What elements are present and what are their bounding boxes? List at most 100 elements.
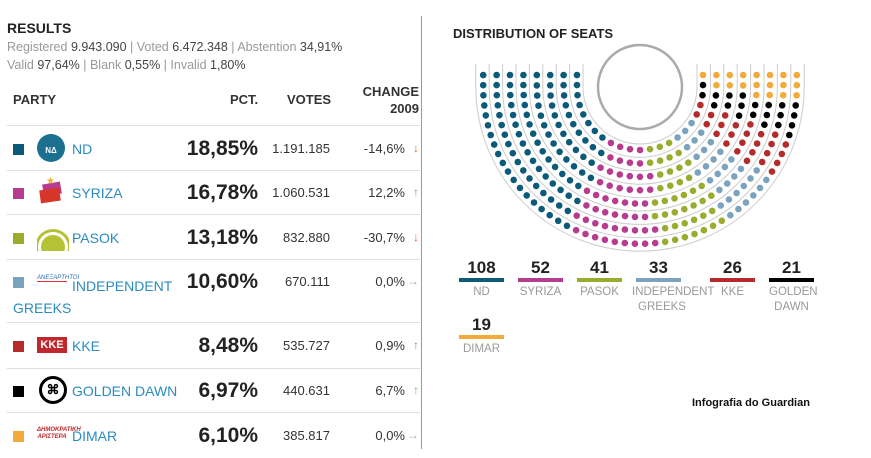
party-votes: 670.111 xyxy=(284,274,330,289)
seat-dot xyxy=(533,71,541,79)
seat-dot xyxy=(724,102,732,109)
seat-dot xyxy=(626,159,634,166)
party-name[interactable]: PASOK xyxy=(72,229,120,246)
seat-dot xyxy=(549,180,557,187)
seat-dot xyxy=(771,131,779,138)
seat-dot xyxy=(574,91,581,99)
golden-dawn-logo: ⌘ xyxy=(37,376,67,406)
trend-up-icon: ↑ xyxy=(413,185,419,199)
party-name[interactable]: GOLDEN DAWN xyxy=(72,383,178,399)
seat-dot xyxy=(699,81,707,89)
party-change: 6,7% xyxy=(375,383,405,398)
seat-dot xyxy=(661,238,669,246)
turnout-stats: Registered 9.943.090 | Voted 6.472.348 |… xyxy=(7,40,343,54)
party-change: 0,0% xyxy=(375,274,405,289)
party-name[interactable]: KKE xyxy=(72,338,101,354)
valid-value: 97,64% xyxy=(37,58,80,72)
party-change: -30,7% xyxy=(363,229,405,245)
party-color-bar xyxy=(577,278,622,282)
party-change: 0,0% xyxy=(375,427,405,443)
seat-dot xyxy=(575,182,582,190)
seat-dot xyxy=(641,240,649,247)
seat-dot xyxy=(583,202,590,209)
seat-dot xyxy=(611,224,619,232)
registered-label: Registered xyxy=(7,40,68,54)
party-name[interactable]: SYRIZA xyxy=(72,185,123,201)
seat-dot xyxy=(572,146,580,154)
seat-dot xyxy=(743,130,751,137)
seat-dot xyxy=(656,157,664,164)
party-name[interactable]: ND xyxy=(72,140,93,157)
seat-dot xyxy=(582,137,589,144)
nd-logo: ΝΔ xyxy=(37,133,67,164)
trend-up-icon: ↑ xyxy=(413,338,419,352)
seat-dot xyxy=(641,200,649,207)
party-color-swatch xyxy=(13,143,24,155)
seat-dot xyxy=(713,130,720,138)
seat-dot xyxy=(792,102,799,109)
seat-dot xyxy=(560,130,567,138)
seat-dot xyxy=(563,222,571,230)
seat-dot xyxy=(535,102,542,109)
header-change: CHANGE 2009 xyxy=(363,83,419,117)
row-guide-arc xyxy=(528,64,752,199)
seat-dot xyxy=(708,207,716,215)
party-name[interactable]: INDEPENDENT GREEKS xyxy=(13,278,173,316)
seat-dot xyxy=(631,227,639,234)
seat-dot xyxy=(565,192,572,199)
party-change: -14,6% xyxy=(363,140,405,156)
seat-dot xyxy=(691,137,698,144)
seat-dot xyxy=(592,205,599,213)
seat-party-label: PASOK xyxy=(580,286,619,298)
seat-dot xyxy=(611,197,619,205)
party-color-swatch xyxy=(13,232,24,244)
seat-dot xyxy=(554,217,562,225)
seat-dot xyxy=(712,92,720,99)
seat-dot xyxy=(611,211,619,218)
seat-dot xyxy=(636,186,644,194)
seat-dot xyxy=(535,165,543,173)
seat-dot xyxy=(753,81,760,89)
seat-dot xyxy=(504,168,512,175)
seat-dot xyxy=(533,82,541,89)
seat-dot xyxy=(646,172,654,180)
seat-party-label: GOLDEN DAWN xyxy=(769,286,818,313)
seat-dot xyxy=(602,195,609,202)
seat-dot xyxy=(562,102,570,109)
seat-party-label: SYRIZA xyxy=(519,286,562,298)
seat-dot xyxy=(570,120,577,128)
seat-dot xyxy=(685,174,693,182)
party-change: 12,2% xyxy=(368,185,405,200)
seat-dot xyxy=(676,164,683,171)
seat-dot xyxy=(747,175,754,182)
seat-dot xyxy=(573,81,581,89)
seat-dot xyxy=(524,149,531,156)
seat-dot xyxy=(737,165,745,173)
party-name[interactable]: DIMAR xyxy=(72,427,118,444)
seat-dot xyxy=(546,71,554,79)
seat-dot xyxy=(700,226,708,234)
seat-dot xyxy=(505,140,512,148)
seat-dot xyxy=(646,186,654,193)
seat-dot xyxy=(621,212,629,220)
seat-dot xyxy=(540,189,547,197)
seat-dot xyxy=(739,71,747,79)
seat-dot xyxy=(738,102,745,109)
seat-dot xyxy=(751,101,759,109)
seat-dot xyxy=(490,141,498,148)
seat-dot xyxy=(555,121,562,129)
seat-dot xyxy=(636,173,644,181)
party-votes: 440.631 xyxy=(283,383,330,398)
seat-dot xyxy=(588,159,595,166)
seat-dot xyxy=(725,196,733,203)
seat-dot xyxy=(713,71,720,79)
seat-dot xyxy=(601,222,609,230)
seat-dot xyxy=(790,112,798,119)
seat-dot xyxy=(601,209,609,216)
seat-dot xyxy=(592,191,600,199)
seat-dot xyxy=(690,202,697,209)
seat-dot xyxy=(735,205,742,213)
seat-dot xyxy=(526,175,533,182)
party-pct: 8,48% xyxy=(198,334,258,357)
trend-flat-icon: → xyxy=(407,427,419,442)
